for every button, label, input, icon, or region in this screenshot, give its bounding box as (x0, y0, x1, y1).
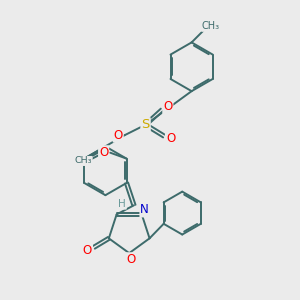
Text: H: H (118, 199, 126, 209)
Text: O: O (83, 244, 92, 257)
Text: O: O (163, 100, 172, 113)
Text: O: O (114, 129, 123, 142)
Text: CH₃: CH₃ (75, 157, 92, 166)
Text: O: O (166, 132, 175, 145)
Text: O: O (126, 253, 135, 266)
Text: O: O (99, 146, 108, 159)
Text: N: N (140, 203, 149, 217)
Text: S: S (141, 118, 150, 131)
Text: CH₃: CH₃ (202, 21, 220, 31)
